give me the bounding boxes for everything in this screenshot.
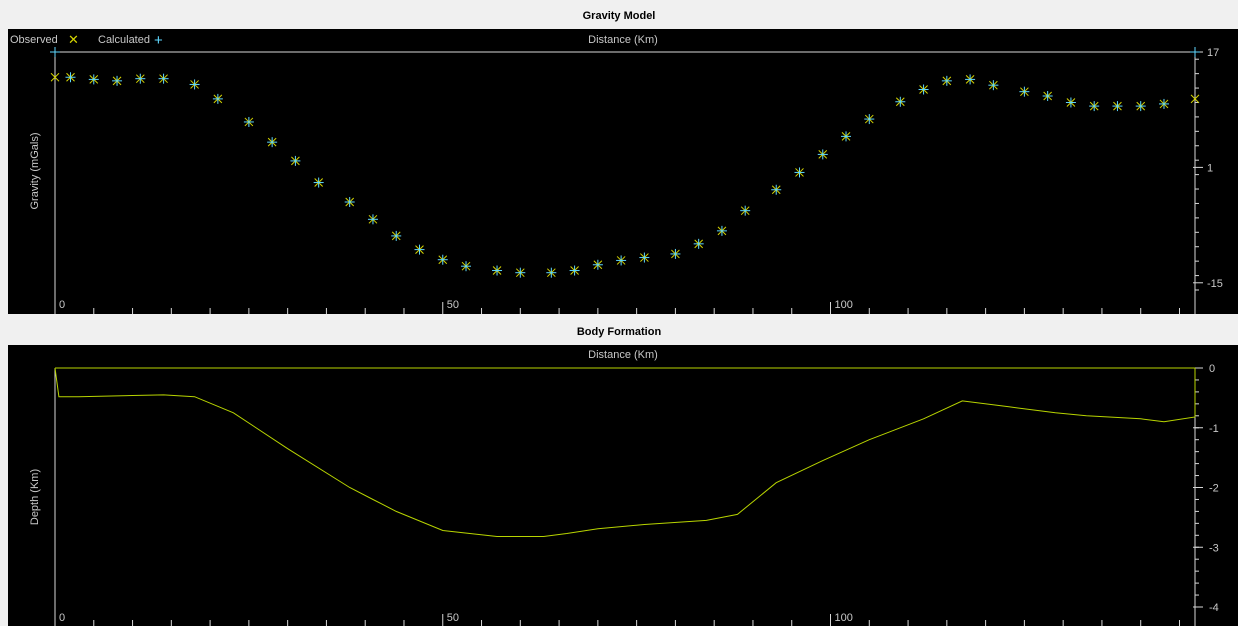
- legend-calculated-symbol: +: [154, 32, 163, 49]
- calculated-point: [841, 131, 852, 142]
- calculated-point: [592, 259, 603, 270]
- gravity-y-tick-label: 1: [1207, 162, 1213, 174]
- body-panel-title: Body Formation: [0, 322, 1238, 342]
- body-chart-svg: 0 50 100 0 -1 -2 -3 -4 Distance (Km) Depth (Km): [29, 349, 1219, 626]
- gravity-y-tick-label: 17: [1207, 47, 1219, 59]
- calculated-point: [112, 75, 123, 86]
- calculated-point: [344, 197, 355, 208]
- body-base-line: [54, 367, 1196, 537]
- calculated-point: [243, 116, 254, 127]
- calculated-point: [670, 248, 681, 259]
- body-y-tick-label: -3: [1209, 542, 1219, 554]
- observed-point: [1190, 94, 1200, 104]
- calculated-point: [693, 238, 704, 249]
- gravity-chart-svg: 0 50 100 17 1 -15 Distance (Km) Gravity (mGals)…: [10, 32, 1223, 314]
- calculated-point: [771, 184, 782, 195]
- calculated-point: [895, 96, 906, 107]
- calculated-point: [1042, 90, 1053, 101]
- calculated-point: [135, 73, 146, 84]
- calculated-point: [941, 75, 952, 86]
- gravity-y-axis-label: Gravity (mGals): [29, 133, 41, 210]
- calculated-point: [716, 225, 727, 236]
- calculated-point: [437, 254, 448, 265]
- calculated-point: [313, 177, 324, 188]
- body-x-tick-label: 0: [59, 612, 65, 624]
- calculated-point: [65, 72, 76, 83]
- body-x-tick-label: 100: [835, 612, 853, 624]
- calculated-point: [965, 74, 976, 85]
- observed-point-stroke: [50, 72, 60, 82]
- calculated-point: [1089, 101, 1100, 112]
- calculated-point: [1135, 101, 1146, 112]
- observed-point-stroke: [1190, 94, 1200, 104]
- calculated-point: [461, 261, 472, 272]
- calculated-point: [367, 214, 378, 225]
- gravity-x-tick-label: 100: [835, 299, 853, 311]
- gravity-panel-title: Gravity Model: [0, 6, 1238, 26]
- calculated-point: [290, 155, 301, 166]
- calculated-point: [1065, 97, 1076, 108]
- gravity-x-tick-label: 0: [59, 299, 65, 311]
- legend-calculated-label: Calculated: [98, 34, 150, 46]
- gravity-x-axis-label: Distance (Km): [588, 34, 658, 46]
- calculated-point: [267, 137, 278, 148]
- gravity-plot[interactable]: 0 50 100 17 1 -15 Distance (Km) Gravity (mGals)…: [8, 29, 1238, 314]
- calculated-point: [1112, 101, 1123, 112]
- calculated-point: [212, 93, 223, 104]
- body-y-tick-label: -4: [1209, 602, 1219, 614]
- calculated-point: [918, 84, 929, 95]
- calculated-point: [88, 74, 99, 85]
- calculated-point: [569, 265, 580, 276]
- calculated-point: [546, 267, 557, 278]
- observed-point: [50, 72, 60, 82]
- calculated-point: [50, 47, 60, 57]
- calculated-point: [158, 73, 169, 84]
- calculated-point: [740, 205, 751, 216]
- calculated-point: [639, 252, 650, 263]
- calculated-point: [616, 255, 627, 266]
- calculated-point: [1019, 86, 1030, 97]
- calculated-point: [817, 149, 828, 160]
- calculated-point: [1190, 47, 1200, 57]
- calculated-point: [988, 80, 999, 91]
- body-plot[interactable]: 0 50 100 0 -1 -2 -3 -4 Distance (Km) Depth (Km): [8, 345, 1238, 626]
- calculated-point: [515, 267, 526, 278]
- gravity-y-tick-label: -15: [1207, 278, 1223, 290]
- calculated-point: [414, 244, 425, 255]
- calculated-point: [189, 79, 200, 90]
- legend-observed-label: Observed: [10, 34, 58, 46]
- body-x-axis-label: Distance (Km): [588, 349, 658, 361]
- body-y-tick-label: -2: [1209, 483, 1219, 495]
- calculated-point: [864, 114, 875, 125]
- calculated-point: [1158, 98, 1169, 109]
- body-x-tick-label: 50: [447, 612, 459, 624]
- calculated-point: [794, 167, 805, 178]
- body-y-axis-label: Depth (Km): [29, 469, 41, 525]
- body-y-tick-label: 0: [1209, 363, 1215, 375]
- calculated-point: [492, 265, 503, 276]
- body-y-tick-label: -1: [1209, 423, 1219, 435]
- legend-observed-symbol: ✕: [68, 32, 79, 47]
- calculated-point: [391, 230, 402, 241]
- gravity-x-tick-label: 50: [447, 299, 459, 311]
